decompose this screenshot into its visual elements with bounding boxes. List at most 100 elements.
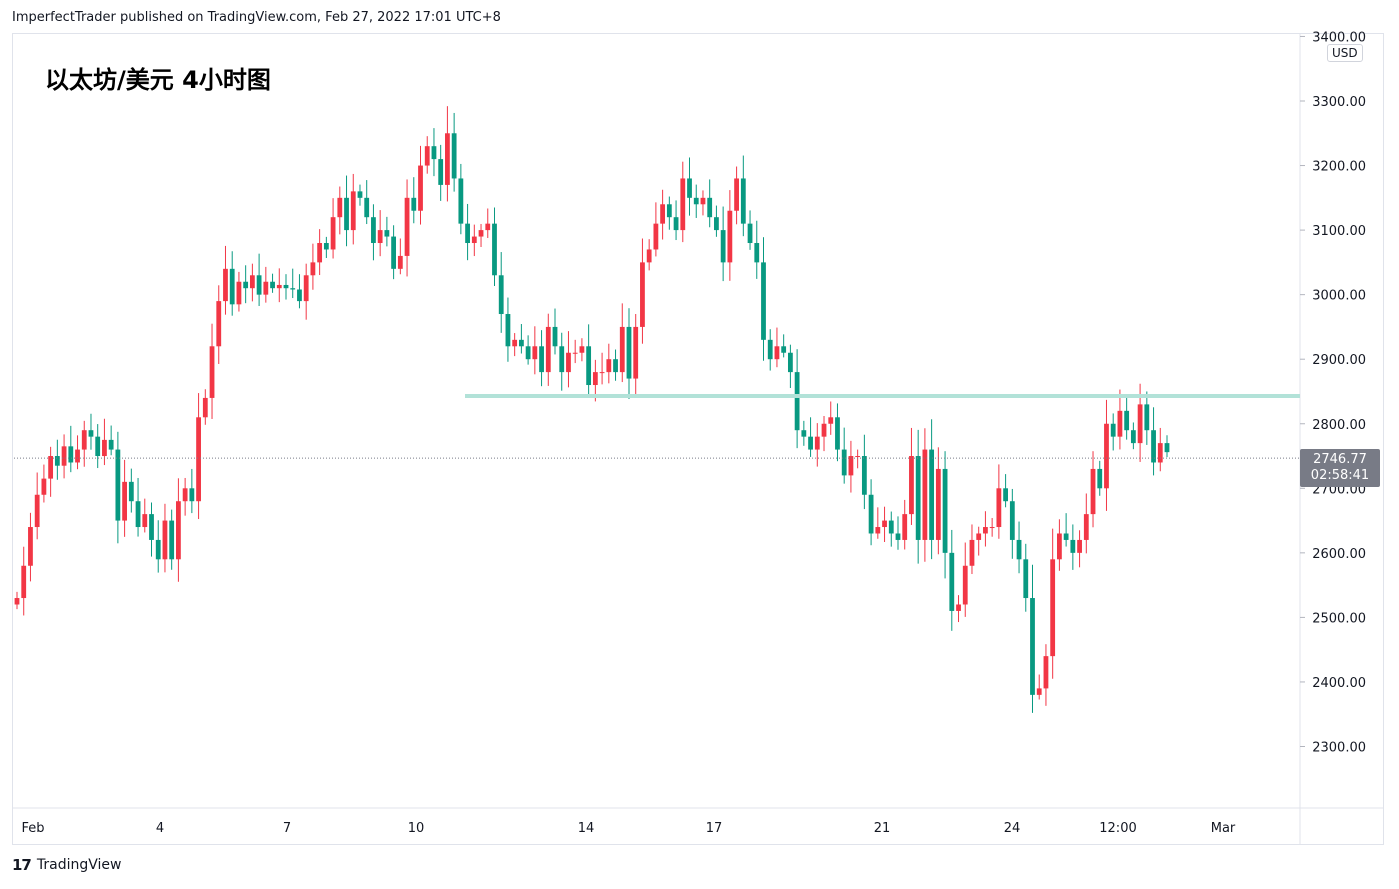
candle-body: [75, 449, 80, 463]
candle-body: [512, 339, 518, 347]
candle-body: [34, 494, 40, 528]
candle-body: [122, 481, 128, 521]
candle-body: [182, 488, 188, 502]
candle-body: [492, 223, 497, 276]
candle-body: [1056, 533, 1062, 560]
candle-body: [841, 449, 847, 476]
candle-body: [337, 197, 343, 218]
candle-body: [935, 468, 941, 540]
candle-body: [478, 230, 484, 237]
candle-body: [653, 223, 659, 250]
candle-body: [1030, 598, 1035, 695]
candle-body: [41, 478, 47, 495]
candle-body: [176, 501, 181, 560]
candle-body: [303, 275, 309, 302]
currency-label[interactable]: USD: [1327, 44, 1363, 62]
candle-body: [418, 165, 423, 211]
candle-body: [1157, 443, 1163, 463]
candle-body: [566, 352, 571, 373]
candle-body: [1003, 488, 1008, 502]
candle-body: [108, 439, 114, 450]
candle-body: [613, 359, 618, 373]
candle-body: [861, 456, 867, 495]
candle-body: [310, 262, 316, 276]
candle-body: [149, 514, 154, 540]
candle-body: [909, 456, 914, 515]
candle-body: [693, 197, 699, 205]
candle-body: [929, 449, 935, 540]
candle-body: [128, 481, 134, 502]
candle-body: [579, 346, 585, 353]
candle-body: [572, 352, 578, 354]
x-tick-label: 10: [408, 821, 425, 836]
candle-body: [680, 178, 686, 231]
candle-body: [364, 197, 370, 218]
candle-body: [465, 223, 470, 244]
candle-body: [88, 430, 94, 437]
candle-body: [61, 446, 67, 466]
candle-body: [445, 133, 450, 185]
candle-body: [216, 301, 222, 347]
candle-body: [209, 346, 215, 398]
candle-body: [196, 417, 201, 502]
candle-body: [714, 217, 719, 231]
candle-body: [297, 289, 302, 302]
candle-body: [1063, 533, 1069, 540]
candle-body: [270, 281, 275, 289]
candle-body: [707, 197, 713, 218]
candle-body: [734, 178, 739, 211]
candle-body: [882, 520, 887, 528]
candle-body: [592, 372, 598, 386]
footer[interactable]: 17 TradingView: [12, 856, 121, 874]
candle-body: [330, 217, 336, 250]
candle-body: [485, 223, 491, 231]
candle-body: [371, 217, 376, 244]
y-tick-label: 2400.00: [1312, 676, 1366, 691]
x-tick-label: Feb: [21, 821, 44, 836]
candle-body: [202, 397, 208, 418]
candle-body: [808, 436, 813, 450]
candle-body: [767, 339, 773, 360]
bar-countdown: 02:58:41: [1310, 468, 1370, 483]
candle-body: [626, 326, 632, 379]
candle-body: [962, 565, 968, 605]
y-tick-label: 3300.00: [1312, 95, 1366, 110]
candle-body: [518, 339, 524, 347]
candle-body: [115, 449, 121, 521]
candle-body: [633, 326, 639, 379]
candle-body: [532, 346, 538, 360]
grid-layer: [12, 34, 1384, 844]
candle-body: [868, 494, 874, 534]
candle-body: [949, 552, 955, 611]
candle-body: [14, 598, 20, 605]
candle-body: [505, 314, 511, 347]
candle-body: [1023, 559, 1029, 599]
candle-body: [646, 249, 652, 263]
candle-body: [599, 372, 605, 374]
candle-body: [377, 230, 383, 244]
candle-body: [700, 197, 706, 205]
candle-body: [761, 262, 766, 340]
candle-body: [559, 346, 565, 373]
candle-body: [855, 456, 861, 458]
candle-body: [162, 520, 168, 560]
candle-body: [1124, 410, 1130, 431]
candle-body: [236, 281, 242, 305]
last-price-label: 2746.77 02:58:41: [1300, 449, 1380, 487]
candle-body: [1097, 468, 1103, 489]
last-price: 2746.77: [1313, 452, 1367, 467]
candle-body: [1016, 539, 1022, 560]
candle-body: [787, 352, 793, 373]
tradingview-brand: TradingView: [36, 857, 122, 873]
candle-body: [438, 159, 444, 185]
candle-body: [1130, 430, 1136, 444]
x-tick-label: 14: [578, 821, 595, 836]
candle-body: [1043, 656, 1049, 689]
candle-body: [727, 210, 733, 263]
candle-body: [740, 178, 746, 224]
candle-body: [276, 284, 282, 289]
candle-body: [1151, 430, 1156, 463]
candle-body: [135, 501, 141, 528]
candle-body: [81, 430, 87, 450]
